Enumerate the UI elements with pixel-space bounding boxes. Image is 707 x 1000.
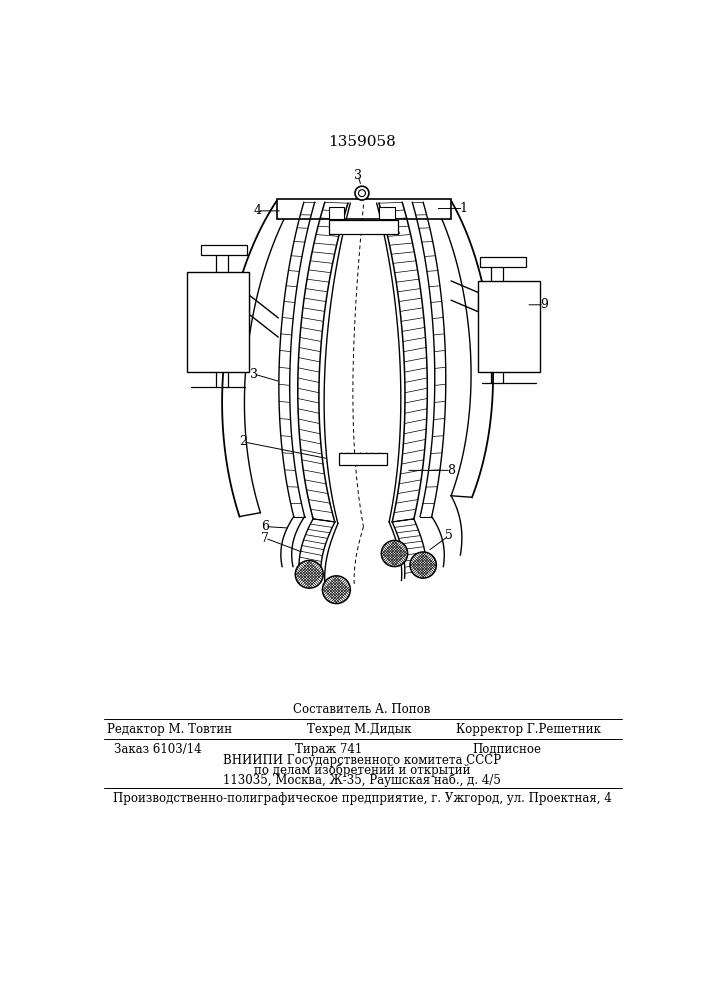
Polygon shape [478, 281, 540, 372]
Text: Редактор М. Товтин: Редактор М. Товтин [107, 723, 233, 736]
Text: Корректор Г.Решетник: Корректор Г.Решетник [456, 723, 601, 736]
Text: Составитель А. Попов: Составитель А. Попов [293, 703, 431, 716]
Polygon shape [329, 207, 344, 219]
Text: Подписное: Подписное [472, 743, 542, 756]
Text: Заказ 6103/14: Заказ 6103/14 [115, 743, 202, 756]
Polygon shape [187, 272, 249, 372]
Polygon shape [329, 220, 398, 234]
Text: 4: 4 [253, 204, 262, 217]
Text: 5: 5 [445, 529, 452, 542]
Circle shape [381, 540, 408, 567]
Text: 3: 3 [354, 169, 362, 182]
Text: 7: 7 [261, 532, 269, 545]
Circle shape [322, 576, 351, 604]
Circle shape [358, 190, 366, 197]
Text: ВНИИПИ Государственного комитета СССР: ВНИИПИ Государственного комитета СССР [223, 754, 501, 767]
Circle shape [410, 552, 436, 578]
Text: 9: 9 [540, 298, 548, 311]
Polygon shape [201, 245, 247, 255]
Text: 2: 2 [240, 435, 247, 448]
Text: по делам изобретений и открытий: по делам изобретений и открытий [254, 764, 470, 777]
Polygon shape [480, 257, 526, 267]
Polygon shape [276, 199, 451, 219]
Text: 1: 1 [460, 202, 467, 215]
Polygon shape [339, 453, 387, 465]
Polygon shape [379, 207, 395, 219]
Text: 3: 3 [250, 368, 258, 381]
Text: Тираж 741: Тираж 741 [295, 743, 362, 756]
Circle shape [296, 560, 323, 588]
Circle shape [355, 186, 369, 200]
Text: Техред М.Дидык: Техред М.Дидык [308, 723, 411, 736]
Text: Производственно-полиграфическое предприятие, г. Ужгород, ул. Проектная, 4: Производственно-полиграфическое предприя… [112, 792, 612, 805]
Text: 8: 8 [447, 464, 455, 477]
Text: 1359058: 1359058 [328, 135, 396, 149]
Text: 113035, Москва, Ж-35, Раушская наб., д. 4/5: 113035, Москва, Ж-35, Раушская наб., д. … [223, 774, 501, 787]
Text: 6: 6 [261, 520, 269, 533]
